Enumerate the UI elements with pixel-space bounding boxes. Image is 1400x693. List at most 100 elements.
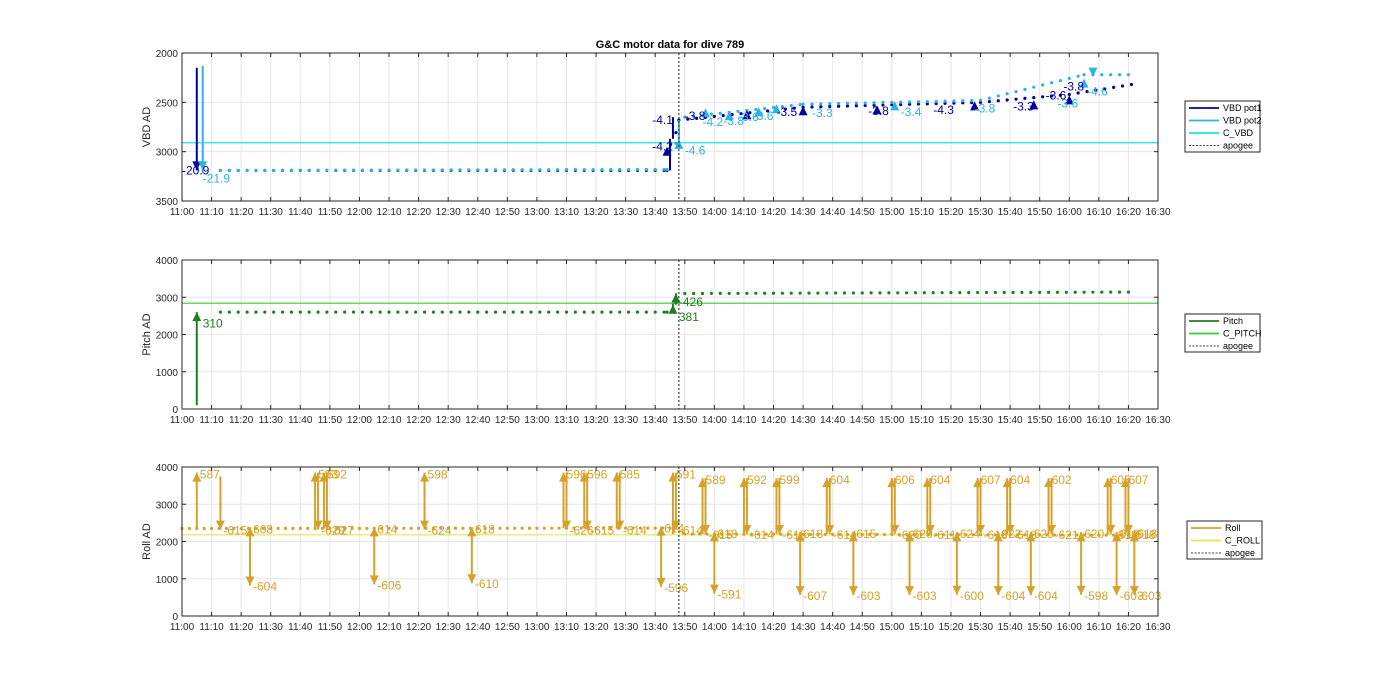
data-point: [763, 106, 767, 111]
data-point: [771, 105, 776, 110]
data-point: [254, 168, 258, 172]
data-point: [905, 291, 909, 295]
data-point: [626, 310, 631, 314]
data-point: [498, 526, 502, 530]
data-point: [1103, 87, 1107, 91]
data-point: [828, 102, 832, 106]
data-point: [573, 310, 577, 314]
marker-arrow: [1079, 78, 1089, 88]
data-point: [538, 168, 542, 172]
data-point: [1076, 91, 1080, 95]
roll-move-arrow: [322, 520, 332, 530]
data-point: [422, 168, 427, 172]
data-point: [307, 310, 311, 314]
data-point: [490, 526, 495, 530]
data-point: [925, 102, 929, 106]
x-tick-label: 13:00: [524, 415, 549, 426]
y-tick-label: 2500: [156, 98, 179, 109]
data-point: [1011, 290, 1015, 295]
data-point: [1020, 290, 1024, 295]
x-tick-label: 13:00: [524, 622, 549, 633]
data-label: -3.8: [868, 104, 889, 118]
data-point: [882, 532, 887, 537]
data-point: [1060, 533, 1064, 537]
data-point: [1032, 95, 1036, 100]
x-tick-label: 12:50: [495, 207, 520, 218]
data-point: [564, 168, 569, 172]
x-tick-label: 14:00: [702, 415, 727, 426]
data-point: [254, 526, 258, 531]
y-tick-label: 3000: [156, 293, 179, 304]
data-point: [748, 111, 752, 115]
data-point: [387, 526, 391, 530]
data-point: [727, 532, 731, 536]
data-point: [493, 168, 498, 172]
x-tick-label: 16:10: [1086, 415, 1111, 426]
data-point: [440, 310, 444, 314]
x-tick-label: 12:00: [347, 207, 372, 218]
data-point: [591, 167, 595, 172]
data-point: [1055, 290, 1060, 294]
data-point: [520, 526, 524, 530]
x-tick-label: 11:30: [259, 622, 284, 633]
data-point: [502, 310, 506, 314]
x-tick-label: 12:20: [406, 207, 431, 218]
data-point: [458, 310, 462, 314]
data-point: [1001, 533, 1005, 537]
data-point: [280, 310, 285, 314]
x-tick-label: 15:20: [938, 415, 963, 426]
data-point: [931, 291, 935, 295]
x-tick-label: 14:30: [791, 415, 816, 426]
x-tick-label: 13:10: [554, 622, 579, 633]
y-tick-label: 2000: [156, 49, 179, 60]
roll-move-arrow: [192, 472, 202, 482]
x-tick-label: 11:00: [170, 622, 195, 633]
roll-move-label: -603: [1120, 589, 1144, 603]
roll-move-label: -624: [428, 524, 452, 538]
x-tick-label: 12:10: [377, 207, 402, 218]
data-point: [387, 168, 391, 172]
data-point: [1126, 533, 1131, 537]
data-label: -3.6: [738, 110, 759, 124]
data-point: [245, 168, 249, 172]
marker-arrow: [192, 312, 202, 322]
data-point: [665, 167, 669, 172]
x-tick-label: 11:00: [170, 415, 195, 426]
data-point: [440, 168, 444, 172]
x-tick-label: 13:10: [554, 415, 579, 426]
roll-move-label: 592: [327, 468, 347, 482]
data-point: [897, 532, 901, 537]
roll-move-label: -611: [933, 528, 956, 542]
data-point: [513, 526, 517, 530]
data-label: -4.2: [652, 140, 673, 154]
x-tick-label: 13:50: [672, 207, 697, 218]
data-point: [662, 310, 666, 314]
data-point: [834, 291, 838, 295]
x-tick-label: 13:30: [613, 207, 638, 218]
x-tick-label: 11:20: [229, 415, 254, 426]
data-point: [727, 291, 731, 295]
roll-move-label: -610: [475, 577, 499, 591]
data-point: [907, 100, 912, 104]
data-point: [328, 526, 332, 530]
data-point: [730, 112, 734, 117]
x-tick-label: 14:30: [791, 207, 816, 218]
data-point: [535, 526, 539, 530]
marker-arrow: [1029, 100, 1039, 110]
roll-move-label: 598: [428, 468, 448, 482]
data-point: [964, 533, 968, 537]
data-point: [269, 526, 273, 530]
y-tick-label: 3000: [156, 500, 179, 511]
data-point: [476, 526, 480, 530]
data-point: [1109, 73, 1113, 77]
roll-move-label: 596: [587, 468, 607, 482]
roll-move-label: 602: [1052, 473, 1072, 487]
legend-label: apogee: [1223, 141, 1253, 151]
x-tick-label: 12:30: [436, 415, 461, 426]
roll-move-label: -604: [1034, 589, 1058, 603]
data-point: [453, 526, 458, 530]
data-label: -426: [679, 295, 703, 309]
x-tick-label: 15:50: [1027, 415, 1052, 426]
x-tick-label: 15:50: [1027, 622, 1052, 633]
